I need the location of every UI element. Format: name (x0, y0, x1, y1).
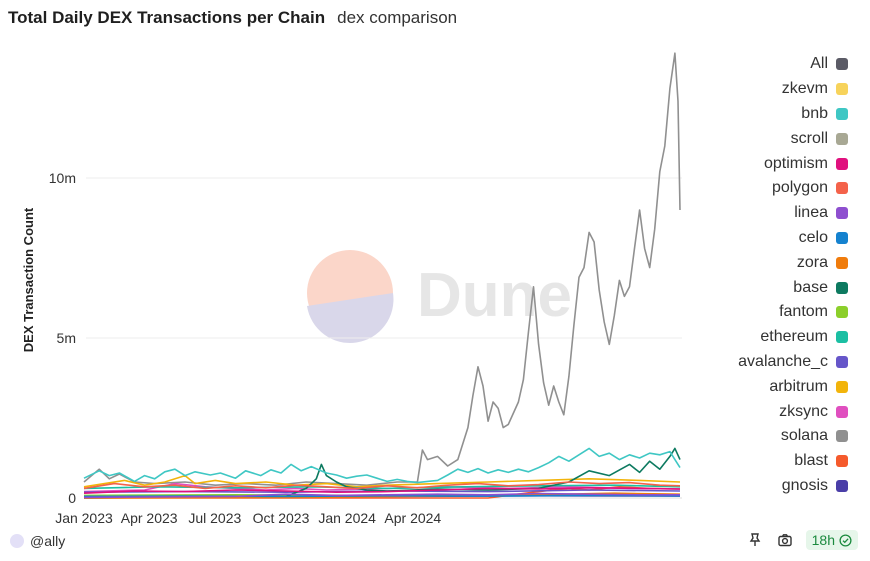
series-line-base (83, 447, 681, 499)
legend-item-gnosis[interactable]: gnosis (688, 474, 848, 499)
watermark: Dune (307, 250, 572, 343)
legend-label: optimism (763, 154, 828, 172)
legend-swatch (836, 355, 848, 368)
legend-item-All[interactable]: All (688, 52, 848, 77)
legend-item-zora[interactable]: zora (688, 250, 848, 275)
legend-item-ethereum[interactable]: ethereum (688, 325, 848, 350)
legend-item-blast[interactable]: blast (688, 449, 848, 474)
footer-actions: 18h (746, 530, 858, 550)
legend-label: All (810, 55, 828, 73)
legend-label: scroll (790, 129, 828, 147)
legend-swatch (836, 331, 848, 344)
legend-item-solana[interactable]: solana (688, 424, 848, 449)
freshness-badge[interactable]: 18h (805, 530, 858, 550)
legend-swatch (836, 479, 848, 492)
legend-item-optimism[interactable]: optimism (688, 151, 848, 176)
legend-label: zksync (779, 402, 828, 420)
series-line-polygon (83, 481, 681, 490)
x-tick-label: Apr 2024 (384, 510, 441, 526)
legend-item-zkevm[interactable]: zkevm (688, 77, 848, 102)
legend-swatch (836, 380, 848, 393)
legend-label: avalanche_c (738, 352, 828, 370)
watermark-text: Dune (417, 261, 572, 330)
y-tick-label: 0 (68, 490, 76, 506)
legend: All zkevm bnb scroll optimism polygon linea cel… (688, 52, 848, 498)
legend-label: zkevm (781, 80, 828, 98)
legend-label: celo (798, 228, 828, 246)
x-tick-label: Apr 2023 (121, 510, 178, 526)
legend-swatch (836, 281, 848, 294)
footer-user[interactable]: @ally (10, 533, 65, 549)
pin-icon[interactable] (746, 531, 764, 549)
legend-item-avalanche_c[interactable]: avalanche_c (688, 350, 848, 375)
legend-item-linea[interactable]: linea (688, 201, 848, 226)
x-tick-label: Jul 2023 (188, 510, 241, 526)
legend-swatch (836, 157, 848, 170)
legend-label: blast (794, 452, 828, 470)
chart-subtitle: dex comparison (337, 8, 458, 27)
y-tick-label: 5m (57, 330, 76, 346)
legend-label: base (793, 278, 828, 296)
check-circle-icon (839, 533, 852, 547)
username[interactable]: @ally (30, 533, 66, 549)
series-line-linea (83, 492, 680, 499)
legend-item-scroll[interactable]: scroll (688, 126, 848, 151)
y-tick-label: 10m (49, 170, 76, 186)
chart-header: Total Daily DEX Transactions per Chain d… (8, 8, 457, 32)
legend-swatch (836, 231, 848, 244)
x-tick-label: Oct 2023 (253, 510, 310, 526)
legend-label: fantom (779, 303, 828, 321)
series-line-bnb (83, 447, 681, 484)
freshness-age: 18h (811, 532, 835, 548)
legend-label: arbitrum (769, 377, 828, 395)
legend-swatch (836, 256, 848, 269)
legend-label: gnosis (781, 476, 828, 494)
legend-swatch (836, 107, 848, 120)
legend-label: polygon (771, 179, 828, 197)
legend-swatch (836, 455, 848, 468)
legend-item-bnb[interactable]: bnb (688, 102, 848, 127)
legend-item-polygon[interactable]: polygon (688, 176, 848, 201)
legend-swatch (836, 430, 848, 443)
legend-swatch (836, 207, 848, 220)
x-tick-label: Jan 2024 (318, 510, 376, 526)
series-line-optimism (83, 487, 681, 494)
series-line-solana (83, 52, 681, 486)
legend-item-fantom[interactable]: fantom (688, 300, 848, 325)
legend-label: ethereum (760, 328, 828, 346)
legend-item-arbitrum[interactable]: arbitrum (688, 374, 848, 399)
watermark-logo-lower (307, 293, 394, 343)
legend-item-celo[interactable]: celo (688, 226, 848, 251)
legend-swatch (836, 83, 848, 96)
y-axis-label: DEX Transaction Count (21, 207, 36, 352)
legend-label: zora (796, 253, 828, 271)
legend-item-zksync[interactable]: zksync (688, 399, 848, 424)
camera-icon[interactable] (776, 531, 794, 549)
legend-item-base[interactable]: base (688, 275, 848, 300)
legend-swatch (836, 182, 848, 195)
legend-swatch (836, 405, 848, 418)
legend-label: bnb (801, 104, 828, 122)
series-line-ethereum (83, 484, 681, 490)
user-avatar (10, 534, 24, 548)
series-line-zksync (83, 482, 681, 493)
legend-swatch (836, 306, 848, 319)
legend-swatch (836, 132, 848, 145)
chart-title: Total Daily DEX Transactions per Chain (8, 8, 326, 27)
legend-swatch (836, 58, 848, 71)
legend-label: linea (794, 204, 828, 222)
legend-label: solana (780, 427, 828, 445)
x-tick-label: Jan 2023 (55, 510, 113, 526)
